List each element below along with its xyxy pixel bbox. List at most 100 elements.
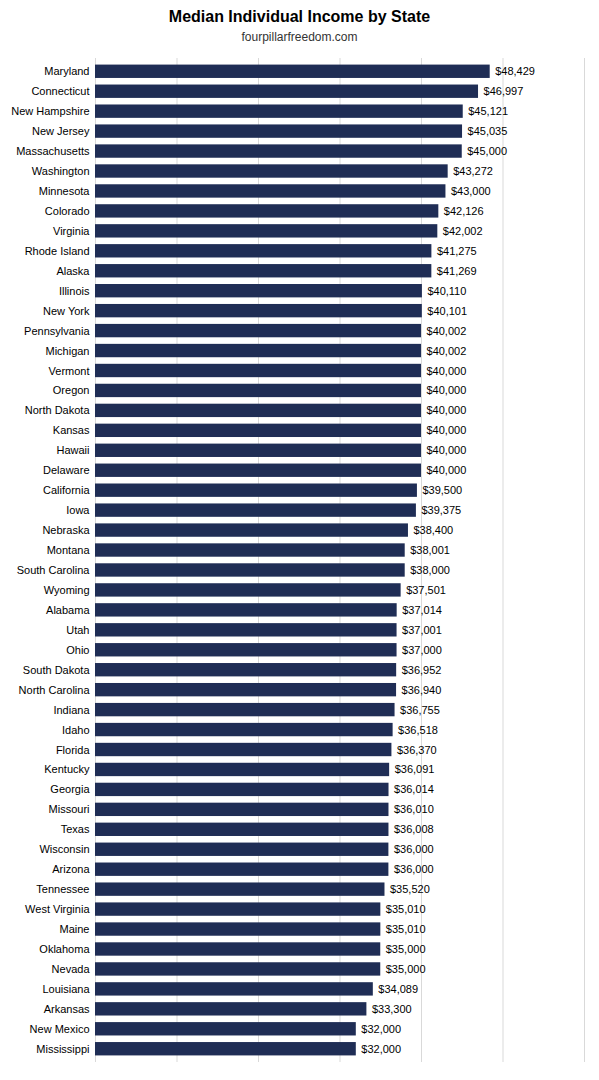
svg-text:Nevada: Nevada bbox=[52, 963, 91, 975]
svg-text:$41,269: $41,269 bbox=[437, 265, 477, 277]
svg-text:$41,275: $41,275 bbox=[437, 245, 477, 257]
svg-text:Idaho: Idaho bbox=[62, 724, 90, 736]
svg-text:South Carolina: South Carolina bbox=[17, 564, 91, 576]
svg-text:Indiana: Indiana bbox=[53, 704, 90, 716]
svg-text:$32,000: $32,000 bbox=[361, 1043, 401, 1055]
svg-text:$40,000: $40,000 bbox=[427, 365, 467, 377]
svg-text:$40,000: $40,000 bbox=[427, 464, 467, 476]
svg-text:Florida: Florida bbox=[56, 744, 91, 756]
svg-text:$36,010: $36,010 bbox=[394, 803, 434, 815]
svg-text:South Dakota: South Dakota bbox=[23, 664, 91, 676]
svg-text:$35,010: $35,010 bbox=[386, 903, 426, 915]
svg-text:New Hampshire: New Hampshire bbox=[11, 105, 89, 117]
svg-text:Arizona: Arizona bbox=[52, 863, 90, 875]
svg-text:$48,429: $48,429 bbox=[495, 65, 535, 77]
svg-text:Georgia: Georgia bbox=[50, 783, 90, 795]
svg-text:Virginia: Virginia bbox=[53, 225, 90, 237]
svg-text:$34,089: $34,089 bbox=[378, 983, 418, 995]
svg-text:$40,101: $40,101 bbox=[427, 305, 467, 317]
svg-text:Maryland: Maryland bbox=[44, 65, 89, 77]
svg-text:Wyoming: Wyoming bbox=[44, 584, 90, 596]
svg-text:$43,272: $43,272 bbox=[453, 165, 493, 177]
svg-text:Utah: Utah bbox=[66, 624, 89, 636]
svg-text:New Mexico: New Mexico bbox=[30, 1023, 90, 1035]
svg-text:Oregon: Oregon bbox=[53, 384, 90, 396]
svg-text:West Virginia: West Virginia bbox=[25, 903, 90, 915]
svg-text:Maine: Maine bbox=[60, 923, 90, 935]
svg-text:$38,000: $38,000 bbox=[410, 564, 450, 576]
svg-text:$37,501: $37,501 bbox=[406, 584, 446, 596]
svg-text:Minnesota: Minnesota bbox=[39, 185, 91, 197]
svg-text:$43,000: $43,000 bbox=[451, 185, 491, 197]
svg-text:Illinois: Illinois bbox=[59, 285, 90, 297]
svg-text:$39,375: $39,375 bbox=[421, 504, 461, 516]
svg-text:Colorado: Colorado bbox=[45, 205, 90, 217]
svg-text:$35,520: $35,520 bbox=[390, 883, 430, 895]
svg-text:$37,000: $37,000 bbox=[402, 644, 442, 656]
svg-text:$35,010: $35,010 bbox=[386, 923, 426, 935]
svg-text:Tennessee: Tennessee bbox=[36, 883, 89, 895]
svg-text:Washington: Washington bbox=[32, 165, 90, 177]
svg-text:Oklahoma: Oklahoma bbox=[39, 943, 90, 955]
svg-text:$38,001: $38,001 bbox=[410, 544, 450, 556]
svg-text:$40,000: $40,000 bbox=[427, 404, 467, 416]
svg-text:Rhode Island: Rhode Island bbox=[25, 245, 90, 257]
svg-text:Kentucky: Kentucky bbox=[44, 763, 90, 775]
svg-text:Alabama: Alabama bbox=[46, 604, 90, 616]
svg-text:$45,035: $45,035 bbox=[468, 125, 508, 137]
svg-text:$40,000: $40,000 bbox=[427, 444, 467, 456]
svg-text:Delaware: Delaware bbox=[43, 464, 89, 476]
svg-text:Mississippi: Mississippi bbox=[36, 1043, 89, 1055]
svg-text:$42,126: $42,126 bbox=[444, 205, 484, 217]
svg-text:$38,400: $38,400 bbox=[413, 524, 453, 536]
svg-text:$40,000: $40,000 bbox=[427, 424, 467, 436]
svg-text:$37,001: $37,001 bbox=[402, 624, 442, 636]
svg-text:Connecticut: Connecticut bbox=[31, 85, 89, 97]
svg-text:$36,755: $36,755 bbox=[400, 704, 440, 716]
svg-text:Missouri: Missouri bbox=[49, 803, 90, 815]
svg-text:Ohio: Ohio bbox=[66, 644, 89, 656]
svg-text:$36,940: $36,940 bbox=[402, 684, 442, 696]
svg-text:Hawaii: Hawaii bbox=[56, 444, 89, 456]
svg-text:Michigan: Michigan bbox=[45, 345, 89, 357]
svg-text:$40,002: $40,002 bbox=[427, 345, 467, 357]
svg-text:$35,000: $35,000 bbox=[386, 943, 426, 955]
svg-text:$35,000: $35,000 bbox=[386, 963, 426, 975]
svg-text:North Dakota: North Dakota bbox=[25, 404, 91, 416]
svg-text:$36,518: $36,518 bbox=[398, 724, 438, 736]
svg-text:$33,300: $33,300 bbox=[372, 1003, 412, 1015]
svg-text:$32,000: $32,000 bbox=[361, 1023, 401, 1035]
svg-text:$40,110: $40,110 bbox=[427, 285, 466, 297]
svg-text:Massachusetts: Massachusetts bbox=[16, 145, 90, 157]
svg-text:$36,370: $36,370 bbox=[397, 744, 437, 756]
svg-text:$39,500: $39,500 bbox=[422, 484, 462, 496]
svg-text:New York: New York bbox=[43, 305, 90, 317]
svg-text:Pennsylvania: Pennsylvania bbox=[24, 325, 90, 337]
svg-text:$42,002: $42,002 bbox=[443, 225, 483, 237]
svg-text:Iowa: Iowa bbox=[66, 504, 90, 516]
svg-text:$40,002: $40,002 bbox=[427, 325, 467, 337]
svg-text:Texas: Texas bbox=[61, 823, 90, 835]
svg-text:Arkansas: Arkansas bbox=[44, 1003, 90, 1015]
svg-text:$36,952: $36,952 bbox=[402, 664, 442, 676]
svg-text:Kansas: Kansas bbox=[53, 424, 90, 436]
svg-text:California: California bbox=[43, 484, 90, 496]
svg-text:$36,008: $36,008 bbox=[394, 823, 434, 835]
svg-text:$40,000: $40,000 bbox=[427, 384, 467, 396]
svg-text:$36,014: $36,014 bbox=[394, 783, 434, 795]
svg-text:$36,000: $36,000 bbox=[394, 843, 434, 855]
svg-text:Alaska: Alaska bbox=[56, 265, 90, 277]
svg-text:$46,997: $46,997 bbox=[484, 85, 524, 97]
svg-text:Vermont: Vermont bbox=[49, 365, 90, 377]
svg-text:$36,091: $36,091 bbox=[395, 763, 435, 775]
svg-text:$45,121: $45,121 bbox=[468, 105, 508, 117]
svg-text:Montana: Montana bbox=[47, 544, 91, 556]
svg-text:$45,000: $45,000 bbox=[467, 145, 507, 157]
svg-text:Wisconsin: Wisconsin bbox=[39, 843, 89, 855]
svg-text:$37,014: $37,014 bbox=[402, 604, 442, 616]
svg-text:New Jersey: New Jersey bbox=[32, 125, 90, 137]
svg-text:North Carolina: North Carolina bbox=[19, 684, 91, 696]
svg-text:Louisiana: Louisiana bbox=[42, 983, 90, 995]
svg-text:Nebraska: Nebraska bbox=[42, 524, 90, 536]
svg-text:$36,000: $36,000 bbox=[394, 863, 434, 875]
